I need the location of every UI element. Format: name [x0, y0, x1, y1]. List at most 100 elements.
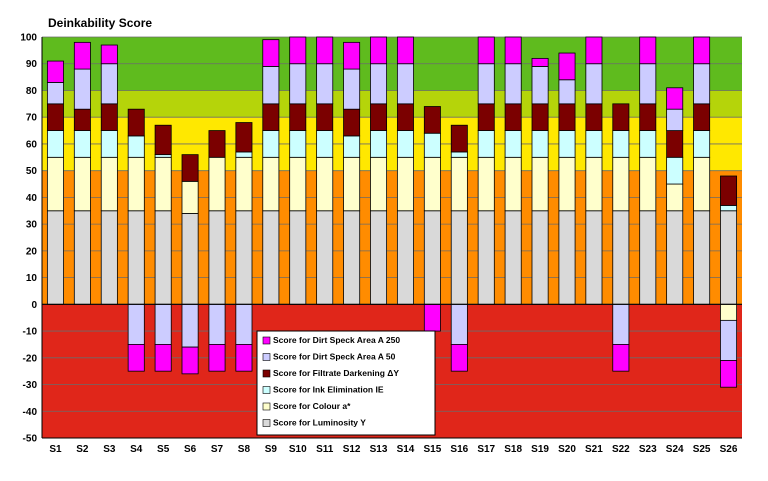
bar-segment: [720, 360, 738, 388]
y-tick-label: 40: [26, 193, 38, 204]
bar-segment: [262, 156, 280, 212]
y-tick-label: 30: [26, 220, 38, 231]
bar-segment: [666, 210, 684, 305]
bar-segment: [289, 63, 307, 105]
bar-segment: [477, 103, 495, 131]
x-tick-label: S8: [238, 444, 251, 455]
bar-segment: [100, 63, 118, 105]
bar-segment: [666, 87, 684, 110]
bar-segment: [73, 156, 91, 212]
bar-segment: [477, 210, 495, 305]
bar-segment: [504, 130, 522, 158]
bar-segment: [181, 346, 199, 375]
bar-segment: [289, 156, 307, 212]
bar-segment: [396, 36, 414, 65]
bar-segment: [127, 210, 145, 305]
bar-segment: [127, 135, 145, 158]
bar-segment: [693, 130, 711, 158]
bar-segment: [477, 63, 495, 105]
y-tick-label: -40: [23, 407, 38, 418]
x-tick-label: S22: [612, 444, 630, 455]
legend-swatch: [262, 419, 271, 427]
x-tick-label: S25: [693, 444, 711, 455]
bar-segment: [423, 132, 441, 158]
bar-segment: [73, 68, 91, 110]
bar-segment: [343, 108, 361, 137]
bar-segment: [639, 36, 657, 65]
y-tick-label: -50: [23, 434, 38, 445]
bar-segment: [181, 154, 199, 182]
bar-segment: [585, 63, 603, 105]
x-tick-label: S21: [585, 444, 603, 455]
legend-entry: Score for Ink Elimination IE: [273, 385, 384, 395]
bar-segment: [73, 210, 91, 305]
y-tick-label: 70: [26, 113, 38, 124]
legend-swatch: [262, 386, 271, 394]
bar-segment: [262, 66, 280, 105]
bar-segment: [666, 130, 684, 158]
bar-segment: [370, 210, 388, 305]
y-tick-label: 100: [20, 33, 37, 44]
legend-swatch: [262, 353, 271, 361]
bar-segment: [504, 103, 522, 131]
bar-segment: [666, 108, 684, 131]
bar-segment: [585, 103, 603, 131]
bar-segment: [235, 210, 253, 305]
bar-segment: [450, 210, 468, 305]
legend-entry: Score for Dirt Speck Area A 50: [273, 352, 396, 362]
y-tick-label: 50: [26, 166, 38, 177]
x-tick-label: S11: [316, 444, 334, 455]
bar-segment: [693, 156, 711, 212]
bar-segment: [423, 303, 441, 332]
bar-segment: [639, 63, 657, 105]
bar-segment: [370, 36, 388, 65]
bar-segment: [370, 103, 388, 131]
x-tick-label: S10: [289, 444, 307, 455]
y-tick-label: -30: [23, 380, 38, 391]
x-tick-label: S14: [397, 444, 415, 455]
bar-segment: [693, 63, 711, 105]
bar-segment: [235, 156, 253, 212]
bar-segment: [396, 156, 414, 212]
bar-segment: [181, 303, 199, 348]
x-tick-label: S2: [76, 444, 89, 455]
bar-segment: [396, 63, 414, 105]
bar-segment: [316, 36, 334, 65]
bar-segment: [316, 156, 334, 212]
bar-segment: [100, 156, 118, 212]
bar-segment: [127, 156, 145, 212]
bar-segment: [262, 130, 280, 158]
x-tick-label: S20: [558, 444, 576, 455]
y-tick-label: -10: [23, 327, 38, 338]
bar-segment: [450, 344, 468, 372]
bar-segment: [181, 213, 199, 305]
bar-segment: [477, 36, 495, 65]
x-tick-label: S16: [450, 444, 468, 455]
bar-segment: [396, 103, 414, 131]
bar-segment: [154, 344, 172, 372]
bar-segment: [289, 210, 307, 305]
y-tick-label: 80: [26, 86, 38, 97]
bar-segment: [693, 36, 711, 65]
bar-segment: [504, 63, 522, 105]
x-tick-label: S15: [423, 444, 441, 455]
chart-title: Deinkability Score: [48, 16, 152, 30]
bar-segment: [504, 36, 522, 65]
x-tick-label: S18: [504, 444, 522, 455]
bar-segment: [396, 210, 414, 305]
bar-segment: [558, 103, 576, 131]
bar-segment: [343, 210, 361, 305]
y-tick-label: -20: [23, 353, 38, 364]
bar-segment: [450, 303, 468, 345]
x-tick-label: S1: [49, 444, 62, 455]
x-tick-label: S19: [531, 444, 549, 455]
bar-segment: [585, 130, 603, 158]
bar-segment: [477, 156, 495, 212]
legend-swatch: [262, 369, 271, 378]
bar-segment: [531, 57, 549, 67]
bar-segment: [208, 210, 226, 305]
x-tick-label: S6: [184, 444, 197, 455]
x-tick-label: S9: [265, 444, 278, 455]
bar-segment: [127, 108, 145, 137]
